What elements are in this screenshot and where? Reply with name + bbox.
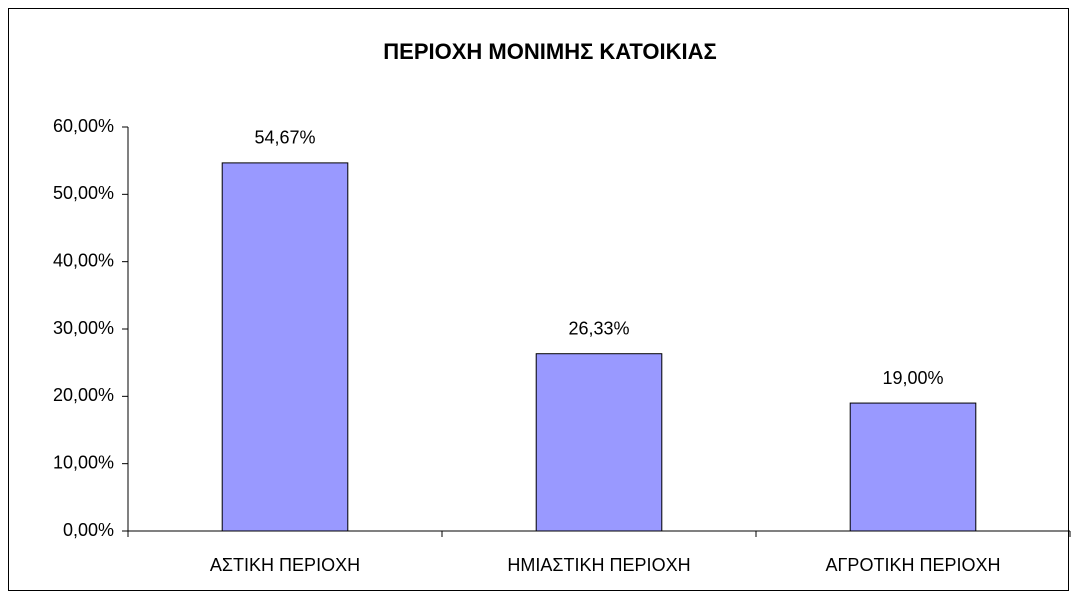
y-tick-label: 10,00% [53,452,114,472]
data-label: 19,00% [882,368,943,388]
x-tick-label: ΑΣΤΙΚΗ ΠΕΡΙΟΧΗ [210,555,360,575]
bar [535,353,663,532]
bar [221,162,349,532]
y-tick-label: 0,00% [63,520,114,540]
y-tick-label: 60,00% [53,116,114,136]
x-tick-label: ΑΓΡΟΤΙΚΗ ΠΕΡΙΟΧΗ [826,555,1001,575]
data-label: 54,67% [254,128,315,148]
data-label: 26,33% [568,318,629,338]
y-tick-label: 40,00% [53,250,114,270]
bar [849,402,977,532]
y-tick-label: 20,00% [53,385,114,405]
y-tick-label: 50,00% [53,183,114,203]
x-tick-label: ΗΜΙΑΣΤΙΚΗ ΠΕΡΙΟΧΗ [507,555,690,575]
chart-title: ΠΕΡΙΟΧΗ ΜΟΝΙΜΗΣ ΚΑΤΟΙΚΙΑΣ [383,39,716,64]
y-tick-label: 30,00% [53,318,114,338]
